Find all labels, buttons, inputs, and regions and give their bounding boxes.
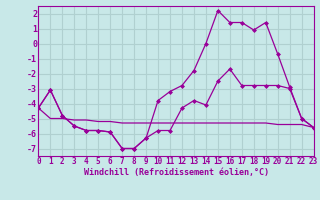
X-axis label: Windchill (Refroidissement éolien,°C): Windchill (Refroidissement éolien,°C) (84, 168, 268, 177)
